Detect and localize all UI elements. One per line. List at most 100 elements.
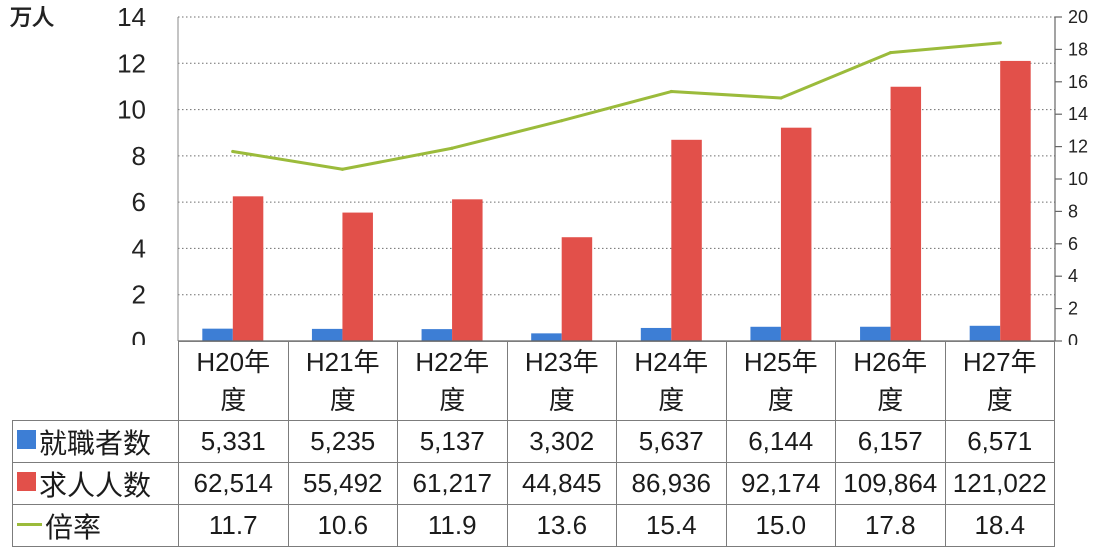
job-placements-legend-cell: 就職者数 bbox=[12, 420, 179, 463]
job-openings-bar bbox=[890, 86, 922, 341]
job-ratio-point bbox=[450, 146, 454, 150]
series-name: 就職者数 bbox=[39, 427, 152, 459]
job-ratio-line bbox=[231, 41, 1002, 171]
category-cell: H27年度 bbox=[944, 341, 1055, 421]
left-axis-tick-label: 0 bbox=[132, 326, 146, 345]
right-axis-tick-label: 18 bbox=[1068, 39, 1088, 59]
job-placements-value-cell: 6,571 bbox=[944, 420, 1055, 463]
job-openings-value-cell: 86,936 bbox=[616, 462, 727, 505]
job-openings-bar bbox=[671, 139, 702, 341]
category-cell: H25年度 bbox=[725, 341, 836, 421]
data-table-body: H20年度 H21年度 H22年度 H23年度 H24年度 H25年度 H26年度 H27年度… bbox=[12, 341, 1055, 547]
job-openings-value-cell: 61,217 bbox=[397, 462, 508, 505]
right-axis-tick-label: 0 bbox=[1068, 331, 1078, 345]
job-placements-bar bbox=[421, 329, 453, 341]
job-placements-bar bbox=[202, 328, 233, 341]
job-ratio-point bbox=[231, 149, 235, 154]
category-label: H24年度 bbox=[634, 347, 709, 415]
job-placements-value-cell: 5,637 bbox=[616, 420, 727, 463]
category-cell: H23年度 bbox=[506, 341, 617, 421]
category-label: H27年度 bbox=[962, 347, 1037, 415]
job-openings-bar bbox=[452, 199, 483, 341]
job-placements-value-cell: 5,137 bbox=[397, 420, 508, 463]
job-openings-value-cell: 121,022 bbox=[944, 462, 1055, 505]
job-placements-bar bbox=[311, 328, 343, 341]
job-ratio-value-cell: 15.4 bbox=[616, 504, 727, 547]
job-placements-value-cell: 5,331 bbox=[178, 420, 289, 463]
job-ratio-legend-cell: 倍率 bbox=[12, 504, 179, 547]
right-axis-tick-label: 6 bbox=[1068, 234, 1078, 254]
left-axis-tick-label: 8 bbox=[132, 141, 146, 171]
job-ratio-row: 倍率 11.7 10.6 11.9 13.6 15.4 15.0 17.8 18.4 bbox=[12, 504, 1055, 547]
category-label: H22年度 bbox=[415, 347, 490, 415]
left-axis-tick-label: 4 bbox=[132, 233, 146, 263]
left-axis-tick-label: 14 bbox=[117, 2, 146, 32]
job-placements-value-cell: 5,235 bbox=[287, 420, 398, 463]
job-ratio-point bbox=[779, 96, 783, 100]
left-axis-tick-label: 6 bbox=[132, 187, 146, 217]
job-ratio-value-cell: 15.0 bbox=[725, 504, 836, 547]
job-openings-bar bbox=[561, 237, 593, 341]
right-axis-tick-label: 14 bbox=[1068, 104, 1088, 124]
job-ratio-value-cell: 13.6 bbox=[506, 504, 617, 547]
right-axis-tick-label: 2 bbox=[1068, 299, 1078, 319]
job-ratio-value-cell: 17.8 bbox=[835, 504, 946, 547]
category-cell: H21年度 bbox=[287, 341, 398, 421]
job-openings-value-cell: 109,864 bbox=[835, 462, 946, 505]
category-cell: H24年度 bbox=[616, 341, 727, 421]
job-openings-legend-cell: 求人人数 bbox=[12, 462, 179, 505]
category-cell: H26年度 bbox=[835, 341, 946, 421]
combo-chart: 0 2 4 6 8 10 12 14 0 2 4 6 8 10 12 14 16 18 20 bbox=[117, 2, 1088, 345]
left-axis-tick-label: 10 bbox=[117, 95, 146, 125]
job-openings-bar bbox=[1000, 60, 1031, 342]
legend-line-swatch bbox=[17, 523, 42, 526]
job-placements-bar bbox=[750, 326, 781, 341]
job-ratio-value-cell: 10.6 bbox=[287, 504, 398, 547]
job-openings-value-cell: 62,514 bbox=[178, 462, 289, 505]
right-axis-tick-label: 20 bbox=[1068, 7, 1088, 27]
job-openings-value-cell: 55,492 bbox=[287, 462, 398, 505]
right-axis-tick-label: 10 bbox=[1068, 169, 1088, 189]
category-label: H26年度 bbox=[853, 347, 928, 415]
job-openings-bar bbox=[780, 127, 812, 341]
job-openings-row: 求人人数 62,514 55,492 61,217 44,845 86,936 92,174… bbox=[12, 462, 1055, 505]
job-openings-bar bbox=[342, 212, 373, 341]
job-openings-bar bbox=[232, 196, 264, 341]
right-axis-tick-label: 12 bbox=[1068, 137, 1088, 157]
series-name: 倍率 bbox=[45, 511, 102, 543]
category-cell: H20年度 bbox=[178, 341, 289, 421]
right-axis-tick-label: 16 bbox=[1068, 72, 1088, 92]
job-placements-bar bbox=[640, 327, 672, 341]
data-table: H20年度 H21年度 H22年度 H23年度 H24年度 H25年度 H26年度 H27年度… bbox=[12, 341, 1055, 547]
job-placements-bar bbox=[969, 325, 1001, 341]
category-row: H20年度 H21年度 H22年度 H23年度 H24年度 H25年度 H26年度 H27年度 bbox=[12, 341, 1055, 421]
job-ratio-point bbox=[340, 167, 345, 171]
job-placements-row: 就職者数 5,331 5,235 5,137 3,302 5,637 6,144 6,157 6… bbox=[12, 420, 1055, 463]
right-axis-tick-label: 4 bbox=[1068, 266, 1078, 286]
category-label: H20年度 bbox=[196, 347, 271, 415]
table-corner bbox=[12, 341, 179, 421]
job-placements-bar bbox=[531, 333, 562, 341]
job-placements-bar bbox=[860, 326, 891, 341]
left-axis-tick-label: 12 bbox=[117, 48, 146, 78]
category-cell: H22年度 bbox=[397, 341, 508, 421]
category-label: H25年度 bbox=[743, 347, 818, 415]
job-ratio-value-cell: 11.9 bbox=[397, 504, 508, 547]
legend-swatch bbox=[17, 472, 36, 491]
job-openings-value-cell: 92,174 bbox=[725, 462, 836, 505]
y-axis-unit-label: 万人 bbox=[10, 5, 55, 30]
right-axis-tick-label: 8 bbox=[1068, 201, 1078, 221]
legend-swatch bbox=[17, 430, 36, 449]
job-ratio-point bbox=[888, 51, 893, 55]
job-ratio-value-cell: 18.4 bbox=[944, 504, 1055, 547]
job-placements-value-cell: 6,144 bbox=[725, 420, 836, 463]
job-openings-value-cell: 44,845 bbox=[506, 462, 617, 505]
job-placements-value-cell: 6,157 bbox=[835, 420, 946, 463]
series-name: 求人人数 bbox=[39, 469, 152, 501]
left-axis-tick-label: 2 bbox=[132, 280, 146, 310]
job-ratio-point bbox=[669, 89, 673, 94]
job-ratio-point bbox=[998, 41, 1002, 45]
job-placements-value-cell: 3,302 bbox=[506, 420, 617, 463]
category-label: H23年度 bbox=[524, 347, 599, 415]
category-label: H21年度 bbox=[305, 347, 380, 415]
